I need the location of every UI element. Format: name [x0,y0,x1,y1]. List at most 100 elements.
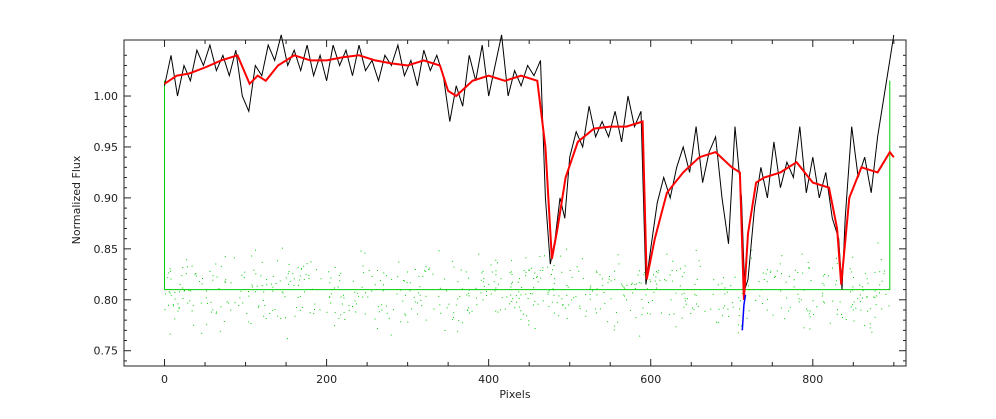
residual-point [362,296,364,298]
residual-point [850,306,852,308]
residual-point [304,291,305,293]
residual-point [520,310,522,312]
residual-point [511,273,513,275]
residual-point [604,303,606,305]
y-tick-label: 0.85 [94,243,119,256]
residual-point [866,296,868,298]
residual-point [530,267,532,269]
residual-point [459,296,461,298]
residual-point [575,296,577,298]
residual-point [582,277,584,279]
residual-point [246,313,248,314]
residual-point [578,270,580,272]
residual-point [596,294,598,296]
residual-point [585,310,587,312]
residual-point [260,275,262,277]
residual-point [589,298,591,300]
residual-point [478,253,480,255]
residual-point [352,280,354,282]
residual-point [601,278,603,280]
residual-point [407,271,409,273]
residual-point [866,278,868,280]
residual-point [466,309,468,311]
residual-point [553,312,555,314]
residual-point [664,279,666,281]
residual-point [798,298,800,300]
residual-point [378,306,380,308]
residual-point [293,278,295,280]
residual-point [280,317,282,319]
residual-point [594,308,596,310]
residual-point [340,296,342,298]
residual-point [741,292,743,294]
residual-point [494,290,496,292]
residual-point [655,276,657,278]
residual-point [420,299,422,301]
residual-point [272,276,274,278]
residual-point [309,312,311,314]
residual-point [425,270,427,272]
residual-point [596,288,598,290]
residual-point [823,302,825,304]
residual-point [845,319,847,320]
residual-point [581,258,583,260]
residual-point [211,311,212,313]
residual-point [624,287,626,289]
residual-point [713,279,715,281]
residual-point [867,310,869,312]
residual-point [823,301,825,303]
residual-point [712,293,714,295]
observed-series-line [164,34,895,290]
residual-point [381,309,383,311]
residual-point [248,291,249,292]
residual-point [793,286,795,288]
residual-point [534,328,536,329]
residual-point [852,256,854,258]
residual-point [475,287,477,289]
residual-point [726,291,728,293]
residual-point [865,273,867,275]
residual-point [301,268,303,269]
residual-point [206,303,208,304]
residual-point [485,294,487,296]
residual-point [330,277,332,279]
residual-point [374,284,376,286]
residual-point [874,297,876,298]
residual-point [885,294,887,295]
residual-point [793,279,795,281]
residual-point [495,259,497,261]
residual-point [240,290,242,292]
y-tick-label: 1.00 [94,90,119,103]
residual-point [518,306,520,308]
residual-point [642,307,644,309]
residual-point [393,309,394,311]
residual-point [883,270,885,272]
residual-point [453,266,455,268]
residual-point [618,263,620,265]
residual-point [189,300,191,302]
fit-window-box [164,80,891,291]
residual-point [303,265,305,267]
residual-point [468,295,470,297]
residual-point [809,316,811,318]
residual-point [631,284,633,285]
residual-point [284,296,286,298]
residual-point [669,274,671,276]
residual-point [476,297,477,299]
residual-point [823,284,825,286]
residual-point [187,302,189,304]
residual-point [802,272,804,274]
residual-point [440,312,442,314]
residual-point [853,277,854,278]
residual-point [417,313,418,315]
residual-point [266,284,268,286]
residual-point [425,295,427,297]
residual-point [724,293,726,295]
residual-point [653,291,655,293]
residual-point [275,283,277,284]
residual-point [836,313,838,315]
residual-point [767,298,769,300]
residual-point [404,280,405,282]
residual-point [519,278,520,280]
fit-window [164,80,891,291]
